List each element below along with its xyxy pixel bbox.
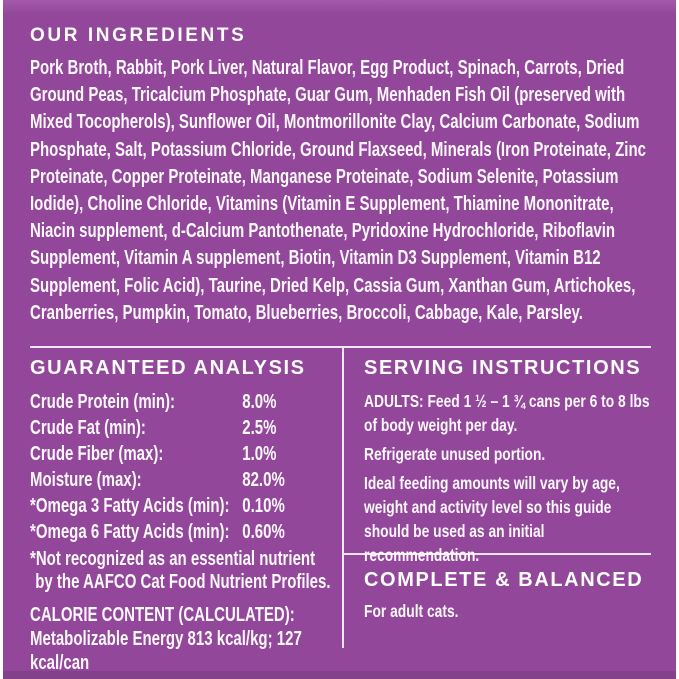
analysis-row-label: Crude Fat (min): bbox=[30, 417, 146, 439]
calorie-content-heading: CALORIE CONTENT (CALCULATED): bbox=[30, 604, 295, 626]
horizontal-divider bbox=[30, 346, 651, 348]
analysis-row-value: 2.5% bbox=[242, 417, 277, 439]
analysis-row-label: Crude Protein (min): bbox=[30, 391, 176, 413]
serving-instructions-paragraph: ADULTS: Feed 1 ½ – 1 ¾ cans per 6 to 8 l… bbox=[364, 391, 650, 435]
label-bottom-edge bbox=[3, 671, 676, 679]
ingredients-text: Pork Broth, Rabbit, Pork Liver, Natural … bbox=[30, 57, 646, 324]
analysis-row: *Omega 3 Fatty Acids (min): 0.10% bbox=[30, 493, 333, 519]
analysis-row-label: Moisture (max): bbox=[30, 469, 142, 491]
serving-instructions-section: SERVING INSTRUCTIONS ADULTS: Feed 1 ½ – … bbox=[364, 358, 652, 572]
serving-instructions-paragraph: Refrigerate unused portion. bbox=[364, 444, 546, 464]
nutrition-label-panel: OUR INGREDIENTS Pork Broth, Rabbit, Pork… bbox=[3, 0, 676, 679]
complete-balanced-section: COMPLETE & BALANCED For adult cats. bbox=[364, 570, 652, 623]
analysis-row-label: Crude Fiber (max): bbox=[30, 443, 164, 465]
analysis-row-value: 82.0% bbox=[242, 469, 285, 491]
aafco-footnote: *Not recognized as an essential nutrient… bbox=[30, 548, 333, 594]
serving-instructions-heading: SERVING INSTRUCTIONS bbox=[364, 357, 642, 379]
ingredients-heading: OUR INGREDIENTS bbox=[30, 25, 247, 46]
calorie-content-value: Metabolizable Energy 813 kcal/kg; 127 kc… bbox=[30, 628, 302, 674]
guaranteed-analysis-heading: GUARANTEED ANALYSIS bbox=[30, 357, 306, 379]
analysis-row: Crude Fat (min): 2.5% bbox=[30, 415, 333, 441]
aafco-footnote-line2: by the AAFCO Cat Food Nutrient Profiles. bbox=[35, 571, 331, 593]
guaranteed-analysis-section: GUARANTEED ANALYSIS Crude Protein (min):… bbox=[30, 358, 333, 675]
analysis-row-value: 0.60% bbox=[242, 521, 285, 543]
label-top-edge bbox=[3, 0, 676, 14]
ingredients-section: OUR INGREDIENTS Pork Broth, Rabbit, Pork… bbox=[30, 26, 652, 327]
analysis-row: *Omega 6 Fatty Acids (min): 0.60% bbox=[30, 519, 333, 545]
analysis-row-value: 1.0% bbox=[242, 443, 277, 465]
aafco-footnote-line1: *Not recognized as an essential nutrient bbox=[30, 548, 316, 570]
guaranteed-analysis-body: Crude Protein (min): 8.0% Crude Fat (min… bbox=[30, 389, 333, 675]
complete-balanced-heading: COMPLETE & BALANCED bbox=[364, 569, 644, 591]
analysis-row: Crude Fiber (max): 1.0% bbox=[30, 441, 333, 467]
analysis-row-label: *Omega 3 Fatty Acids (min): bbox=[30, 495, 230, 517]
horizontal-divider-right bbox=[344, 553, 651, 555]
analysis-table: Crude Protein (min): 8.0% Crude Fat (min… bbox=[30, 389, 333, 545]
calorie-content: CALORIE CONTENT (CALCULATED): Metaboliza… bbox=[30, 603, 333, 675]
analysis-row-value: 0.10% bbox=[242, 495, 285, 517]
vertical-divider bbox=[342, 346, 344, 648]
analysis-row: Moisture (max): 82.0% bbox=[30, 467, 333, 493]
analysis-row-value: 8.0% bbox=[242, 391, 277, 413]
analysis-row: Crude Protein (min): 8.0% bbox=[30, 389, 333, 415]
complete-balanced-text: For adult cats. bbox=[364, 601, 459, 621]
analysis-row-label: *Omega 6 Fatty Acids (min): bbox=[30, 521, 230, 543]
serving-instructions-body: ADULTS: Feed 1 ½ – 1 ¾ cans per 6 to 8 l… bbox=[364, 389, 652, 567]
serving-instructions-paragraph: Ideal feeding amounts will vary by age, … bbox=[364, 473, 620, 565]
